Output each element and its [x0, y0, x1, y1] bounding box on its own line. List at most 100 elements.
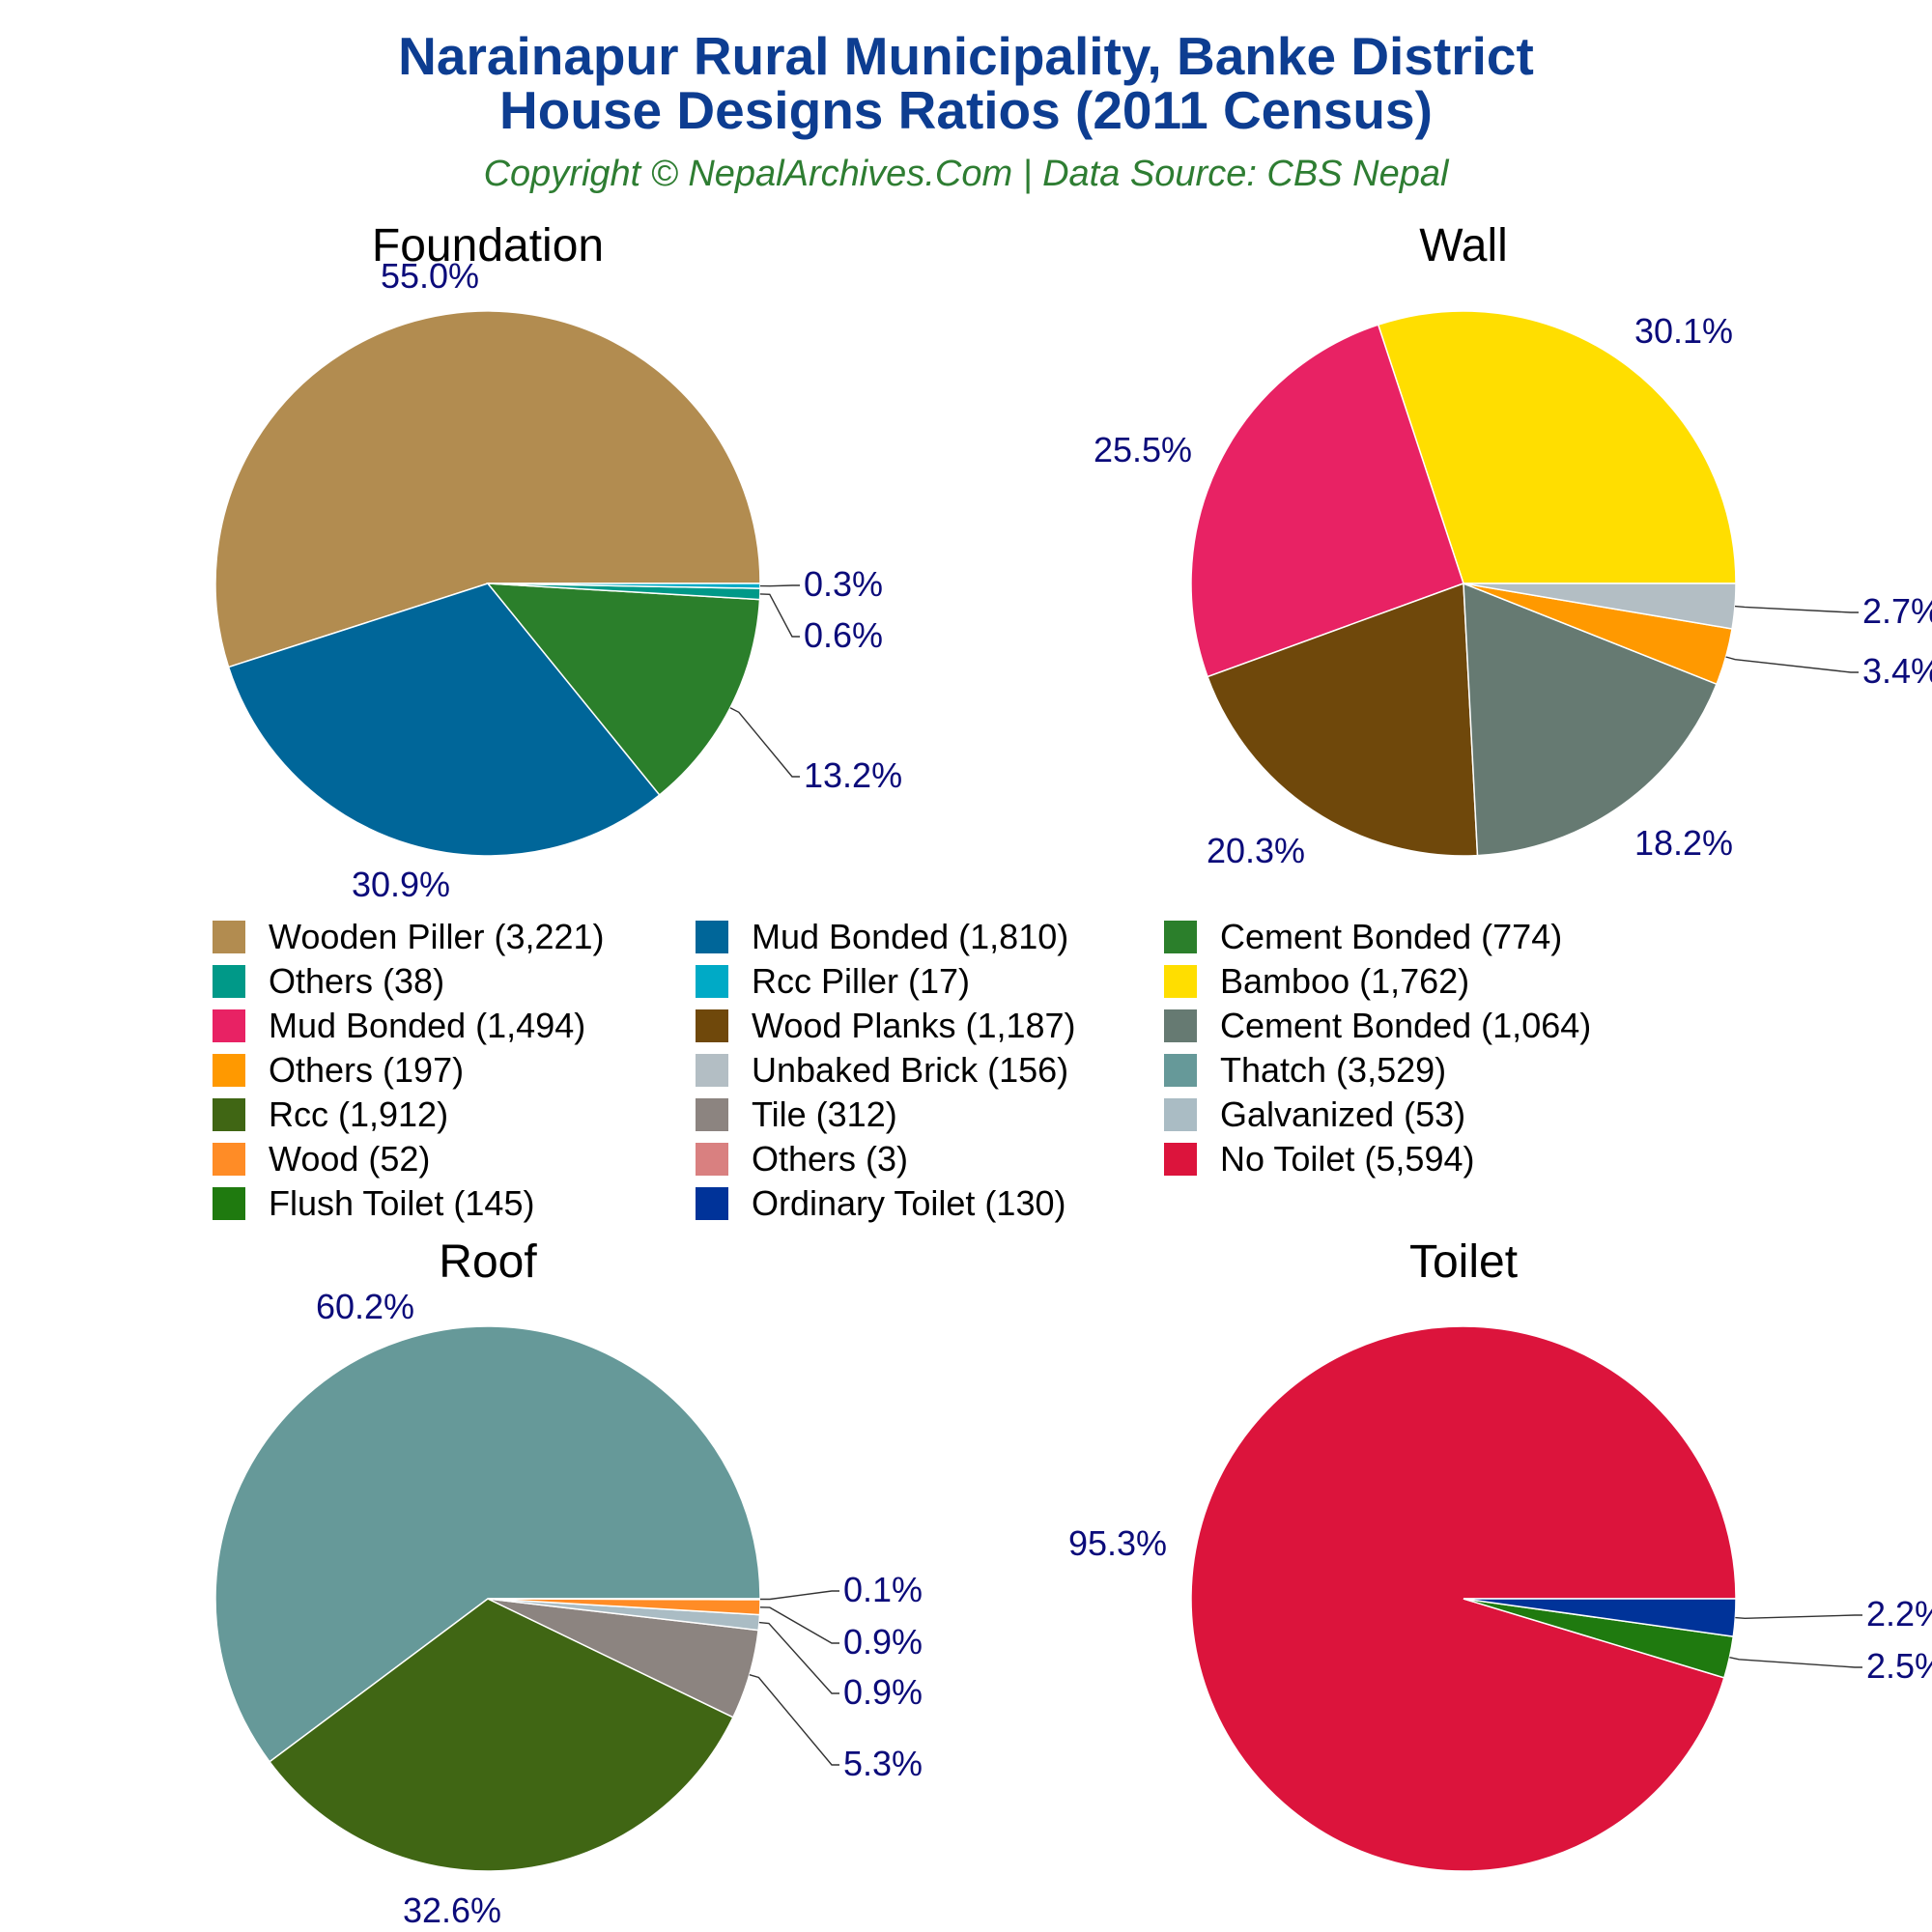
- foundation-slice-wooden-piller: [214, 310, 761, 668]
- legend-swatch: [213, 921, 245, 953]
- foundation-leader-line-others: [759, 593, 800, 638]
- legend-item: Mud Bonded (1,494): [213, 1005, 585, 1047]
- legend-swatch: [696, 965, 728, 998]
- legend-item: Unbaked Brick (156): [696, 1049, 1068, 1092]
- legend-label: Ordinary Toilet (130): [752, 1183, 1066, 1223]
- legend-item: Cement Bonded (1,064): [1164, 1005, 1591, 1047]
- legend-label: Others (3): [752, 1139, 909, 1179]
- legend-label: Mud Bonded (1,810): [752, 917, 1069, 956]
- legend-item: Wood (52): [213, 1138, 430, 1180]
- foundation-leader-line-rcc-piller: [759, 584, 800, 587]
- legend-item: Flush Toilet (145): [213, 1182, 534, 1225]
- legend-label: Rcc Piller (17): [752, 961, 971, 1001]
- legend-swatch: [213, 1009, 245, 1042]
- roof-percent-label-thatch: 60.2%: [316, 1287, 414, 1326]
- roof-percent-label-tile: 5.3%: [843, 1744, 923, 1783]
- legend-label: Cement Bonded (1,064): [1220, 1006, 1592, 1045]
- legend-item: Thatch (3,529): [1164, 1049, 1446, 1092]
- roof-leader-line-galvanized: [758, 1621, 839, 1694]
- foundation-percent-label-rcc-piller: 0.3%: [804, 564, 883, 604]
- toilet-pie-title: Toilet: [1409, 1236, 1518, 1288]
- legend-label: Tile (312): [752, 1094, 897, 1134]
- roof-leader-line-others: [760, 1590, 839, 1601]
- wall-leader-line-others: [1725, 656, 1859, 673]
- legend-item: Ordinary Toilet (130): [696, 1182, 1065, 1225]
- legend-item: Wood Planks (1,187): [696, 1005, 1076, 1047]
- roof-percent-label-others: 0.1%: [843, 1570, 923, 1609]
- roof-slice-thatch: [214, 1325, 761, 1763]
- legend-item: Bamboo (1,762): [1164, 960, 1469, 1003]
- chart-subtitle: Copyright © NepalArchives.Com | Data Sou…: [483, 154, 1449, 194]
- wall-percent-label-cement-bonded: 18.2%: [1634, 823, 1733, 863]
- legend-swatch: [1164, 1143, 1197, 1176]
- toilet-percent-label-flush-toilet: 2.5%: [1866, 1646, 1932, 1686]
- legend-label: Galvanized (53): [1220, 1094, 1466, 1134]
- legend-swatch: [213, 1187, 245, 1220]
- legend-label: Flush Toilet (145): [269, 1183, 535, 1223]
- foundation-percent-label-cement-bonded: 13.2%: [804, 755, 902, 795]
- roof-percent-label-wood: 0.9%: [843, 1622, 923, 1662]
- wall-percent-label-unbaked-brick: 2.7%: [1862, 591, 1932, 631]
- legend-item: Tile (312): [696, 1094, 897, 1136]
- legend-item: No Toilet (5,594): [1164, 1138, 1474, 1180]
- toilet-pie: Toilet 95.3% 2.5% 2.2%: [1068, 1236, 1932, 1872]
- wall-slice-bamboo: [1377, 310, 1737, 584]
- roof-pie-title: Roof: [439, 1236, 537, 1288]
- legend-label: Rcc (1,912): [269, 1094, 449, 1134]
- roof-pie: Roof 60.2% 32.6% 5.3% 0.9% 0.9% 0.1%: [214, 1236, 923, 1930]
- foundation-pie-title: Foundation: [372, 220, 604, 271]
- wall-leader-line-unbaked-brick: [1734, 605, 1859, 613]
- wall-percent-label-wood-planks: 20.3%: [1207, 831, 1305, 870]
- legend-item: Others (3): [696, 1138, 908, 1180]
- roof-percent-label-galvanized: 0.9%: [843, 1672, 923, 1712]
- foundation-percent-label-wooden-piller: 55.0%: [381, 256, 479, 296]
- roof-slice-rcc: [269, 1598, 734, 1872]
- wall-slice-cement-bonded: [1463, 582, 1719, 857]
- legend-label: Cement Bonded (774): [1220, 917, 1563, 956]
- legend-label: Wooden Piller (3,221): [269, 917, 605, 956]
- legend-label: Bamboo (1,762): [1220, 961, 1470, 1001]
- legend-swatch: [1164, 921, 1197, 953]
- legend-label: Wood (52): [269, 1139, 431, 1179]
- legend-swatch: [696, 1009, 728, 1042]
- legend-swatch: [1164, 965, 1197, 998]
- legend-item: Wooden Piller (3,221): [213, 916, 605, 958]
- legend-swatch: [1164, 1054, 1197, 1087]
- legend-item: Rcc (1,912): [213, 1094, 448, 1136]
- wall-slice-wood-planks: [1207, 582, 1479, 857]
- legend-item: Others (197): [213, 1049, 464, 1092]
- legend-swatch: [696, 1054, 728, 1087]
- roof-leader-line-tile: [749, 1674, 839, 1766]
- legend-item: Cement Bonded (774): [1164, 916, 1562, 958]
- legend-swatch: [213, 1098, 245, 1131]
- foundation-percent-label-others: 0.6%: [804, 615, 883, 655]
- chart-title-line-1: Narainapur Rural Municipality, Banke Dis…: [398, 26, 1534, 86]
- legend-label: Others (38): [269, 961, 445, 1001]
- foundation-slice-rcc-piller: [487, 582, 761, 589]
- toilet-leader-line-ordinary-toilet: [1735, 1614, 1862, 1620]
- legend-swatch: [1164, 1098, 1197, 1131]
- roof-slice-others: [487, 1598, 761, 1601]
- wall-pie: Wall 30.1% 25.5% 20.3% 18.2% 3.4% 2.7%: [1094, 220, 1932, 870]
- legend-label: Thatch (3,529): [1220, 1050, 1447, 1090]
- wall-percent-label-bamboo: 30.1%: [1634, 311, 1733, 351]
- toilet-percent-label-ordinary-toilet: 2.2%: [1866, 1594, 1932, 1634]
- legend-swatch: [213, 1143, 245, 1176]
- legend-label: Mud Bonded (1,494): [269, 1006, 586, 1045]
- legend-item: Rcc Piller (17): [696, 960, 970, 1003]
- legend-swatch: [696, 1187, 728, 1220]
- legend-label: No Toilet (5,594): [1220, 1139, 1475, 1179]
- legend-label: Unbaked Brick (156): [752, 1050, 1069, 1090]
- toilet-leader-line-flush-toilet: [1729, 1657, 1862, 1668]
- legend-item: Mud Bonded (1,810): [696, 916, 1068, 958]
- legend-swatch: [1164, 1009, 1197, 1042]
- legend-swatch: [213, 1054, 245, 1087]
- legend-label: Wood Planks (1,187): [752, 1006, 1076, 1045]
- wall-percent-label-others: 3.4%: [1862, 651, 1932, 691]
- legend-swatch: [696, 921, 728, 953]
- roof-percent-label-rcc: 32.6%: [403, 1890, 501, 1930]
- roof-leader-line-wood: [759, 1606, 839, 1644]
- foundation-percent-label-mud-bonded: 30.9%: [352, 865, 450, 904]
